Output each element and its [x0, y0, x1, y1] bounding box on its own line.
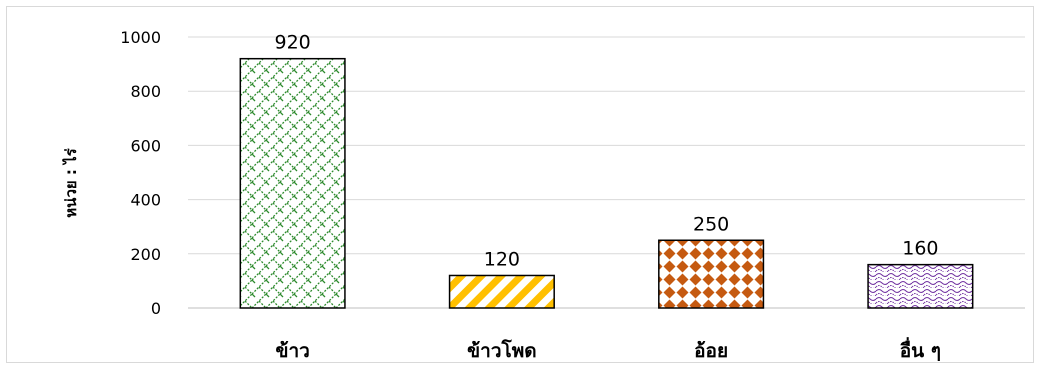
y-tick-label: 0 — [151, 299, 161, 318]
y-axis-ticks: 0 200 400 600 800 1000 — [120, 28, 161, 318]
data-label: 920 — [274, 32, 310, 54]
category-label: อื่น ๆ — [900, 337, 941, 362]
data-label: 160 — [902, 238, 938, 260]
y-tick-label: 400 — [130, 191, 161, 210]
category-label: ข้าวโพด — [467, 339, 536, 362]
category-label: อ้อย — [694, 340, 728, 362]
category-label: ข้าว — [275, 340, 309, 362]
bar — [448, 274, 555, 309]
bar — [867, 263, 974, 309]
bar — [239, 57, 346, 309]
y-axis-title: หน่วย : ไร่ — [61, 147, 80, 217]
data-label: 120 — [484, 248, 520, 270]
y-tick-label: 800 — [130, 82, 161, 101]
bar — [658, 239, 765, 309]
data-labels: 920 120 250 160 — [274, 32, 938, 271]
x-axis-categories: ข้าว ข้าวโพด อ้อย อื่น ๆ — [275, 337, 941, 362]
bars — [239, 57, 974, 309]
y-tick-label: 1000 — [120, 28, 161, 47]
y-tick-label: 600 — [130, 136, 161, 155]
data-label: 250 — [693, 213, 729, 235]
y-tick-label: 200 — [130, 245, 161, 264]
